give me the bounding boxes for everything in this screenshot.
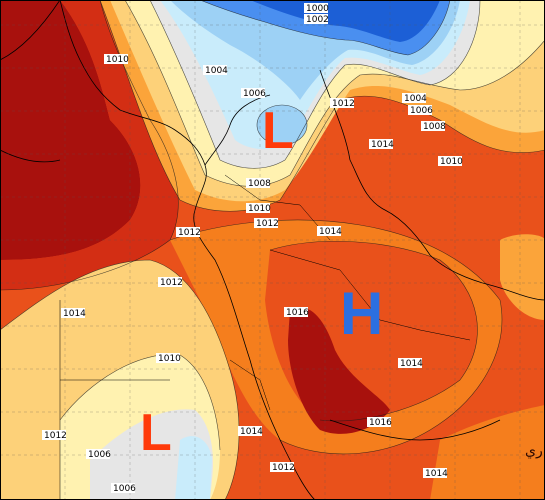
pale-blue-south-west-zone	[175, 436, 212, 500]
border-line	[269, 249, 471, 341]
svg-text:1014: 1014	[371, 140, 394, 150]
svg-text:1004: 1004	[205, 66, 228, 76]
svg-text:1014: 1014	[400, 359, 423, 369]
isobar-line	[199, 0, 451, 56]
isobar-label: 1016	[284, 307, 309, 318]
isobar-label: 1012	[330, 98, 355, 109]
svg-text:1010: 1010	[440, 157, 463, 167]
low-pressure-marker-south: L	[140, 404, 172, 462]
isobar-label: 1012	[158, 277, 183, 288]
red-west-zone	[0, 0, 179, 290]
svg-text:1012: 1012	[256, 219, 279, 229]
low-core-north	[257, 105, 307, 145]
isobar-label: 1004	[402, 93, 427, 104]
isobar-label: 1006	[86, 449, 111, 460]
isobar-label: 1006	[408, 105, 433, 116]
svg-text:1006: 1006	[410, 106, 433, 116]
isobar-label: 1010	[156, 353, 181, 364]
svg-text:1010: 1010	[106, 55, 129, 65]
dark-red-west-zone	[0, 0, 141, 260]
svg-text:1004: 1004	[404, 94, 427, 104]
svg-text:1012: 1012	[160, 278, 183, 288]
isobar-label: 1010	[246, 203, 271, 214]
isobar-labels: 1000 1002 1010 1004 1006 1012 1004 1006 …	[42, 3, 463, 494]
svg-text:1008: 1008	[423, 122, 446, 132]
coastline	[319, 69, 545, 301]
low-pressure-marker-north: L	[262, 102, 294, 160]
coastline	[329, 419, 501, 441]
isobar-label: 1012	[254, 218, 279, 229]
isobar-label: 1016	[367, 417, 392, 428]
coastline	[0, 0, 61, 61]
svg-text:1014: 1014	[240, 427, 263, 437]
isobar-label: 1012	[176, 227, 201, 238]
isobar-line	[149, 0, 481, 169]
border-line	[224, 174, 331, 241]
isobar-label: 1014	[423, 468, 448, 479]
svg-text:1002: 1002	[306, 15, 329, 25]
svg-text:1012: 1012	[272, 463, 295, 473]
isobar-label: 1006	[241, 88, 266, 99]
isobar-label: 1014	[238, 426, 263, 437]
isobar-label: 1000	[304, 3, 329, 14]
svg-text:1012: 1012	[332, 99, 355, 109]
svg-text:1000: 1000	[306, 4, 329, 14]
isobar-ring	[256, 104, 308, 146]
svg-text:1014: 1014	[425, 469, 448, 479]
dark-red-central-zone	[288, 307, 390, 434]
borders	[59, 174, 471, 500]
isobar-label: 1008	[421, 121, 446, 132]
isobar-label: 1010	[104, 54, 129, 65]
svg-text:1008: 1008	[248, 179, 271, 189]
isobar-label: 1014	[317, 226, 342, 237]
orange-south-east-zone	[430, 405, 545, 500]
svg-text:1012: 1012	[178, 228, 201, 238]
isobar-label: 1014	[398, 358, 423, 369]
high-pressure-marker: H	[340, 280, 383, 347]
svg-text:1010: 1010	[248, 204, 271, 214]
isobar-line	[269, 241, 478, 422]
svg-text:1014: 1014	[319, 227, 342, 237]
isobar-label: 1002	[304, 14, 329, 25]
svg-text:1012: 1012	[44, 431, 67, 441]
isobar-label: 1006	[111, 483, 136, 494]
coastline	[204, 94, 271, 166]
svg-text:1016: 1016	[286, 308, 309, 318]
isobar-label: 1014	[369, 139, 394, 150]
deep-blue-north-zone	[250, 0, 440, 42]
coastline	[0, 149, 61, 163]
coastline	[59, 0, 316, 500]
svg-text:1010: 1010	[158, 354, 181, 364]
isobar-line	[124, 0, 545, 187]
isobar-label: 1012	[42, 430, 67, 441]
isobar-line	[169, 219, 503, 455]
isobar-label: 1014	[61, 308, 86, 319]
isobar-label: 1010	[438, 156, 463, 167]
isobar-label: 1004	[203, 65, 228, 76]
credit-label: متابع جوي-البراري	[525, 443, 545, 459]
svg-text:1016: 1016	[369, 418, 392, 428]
svg-text:1014: 1014	[63, 309, 86, 319]
isobar-label: 1008	[246, 178, 271, 189]
svg-text:1006: 1006	[243, 89, 266, 99]
svg-text:1006: 1006	[113, 484, 136, 494]
svg-text:1006: 1006	[88, 450, 111, 460]
isobar-label: 1012	[270, 462, 295, 473]
